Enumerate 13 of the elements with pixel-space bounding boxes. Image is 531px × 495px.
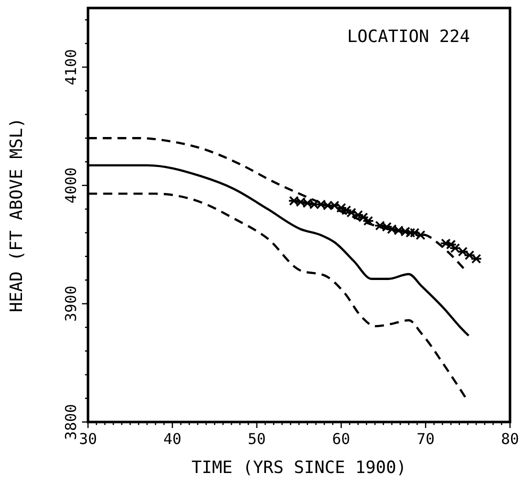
x-tick-label: 70 [416, 430, 435, 448]
x-tick-label: 40 [163, 430, 182, 448]
x-tick-label: 50 [248, 430, 266, 448]
annotation: LOCATION 224 [347, 27, 470, 47]
x-tick-label: 60 [332, 430, 350, 448]
y-tick-label: 4000 [62, 167, 80, 204]
x-tick-label: 30 [78, 430, 98, 448]
x-tick-label: 80 [500, 430, 520, 448]
y-tick-label: 3900 [62, 286, 80, 322]
x-axis-title: TIME (YRS SINCE 1900) [192, 458, 406, 478]
y-axis-title: HEAD (FT ABOVE MSL) [7, 118, 27, 312]
y-tick-label: 4100 [62, 49, 80, 86]
y-tick-label: 3800 [62, 404, 80, 440]
